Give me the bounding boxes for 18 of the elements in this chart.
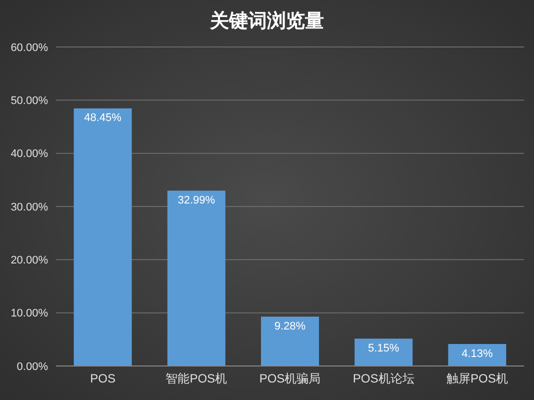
data-label: 9.28% — [274, 320, 306, 332]
x-tick-label: 触屏POS机 — [446, 372, 508, 386]
data-label: 48.45% — [84, 112, 122, 124]
y-tick-label: 20.00% — [10, 254, 48, 267]
x-tick-label: POS机论坛 — [352, 372, 414, 386]
y-tick-label: 0.00% — [16, 360, 48, 373]
x-tick-label: POS — [90, 372, 116, 386]
chart-title: 关键词浏览量 — [208, 9, 325, 34]
y-tick-label: 60.00% — [10, 42, 48, 54]
x-tick-label: 智能POS机 — [166, 372, 228, 386]
data-label: 32.99% — [178, 194, 216, 206]
y-tick-label: 30.00% — [10, 201, 48, 214]
y-tick-label: 10.00% — [10, 308, 48, 320]
x-tick-label: POS机骗局 — [259, 372, 321, 386]
y-tick-label: 50.00% — [10, 95, 48, 108]
data-label: 5.15% — [368, 342, 400, 354]
y-tick-label: 40.00% — [10, 148, 48, 160]
data-label: 4.13% — [462, 348, 493, 360]
